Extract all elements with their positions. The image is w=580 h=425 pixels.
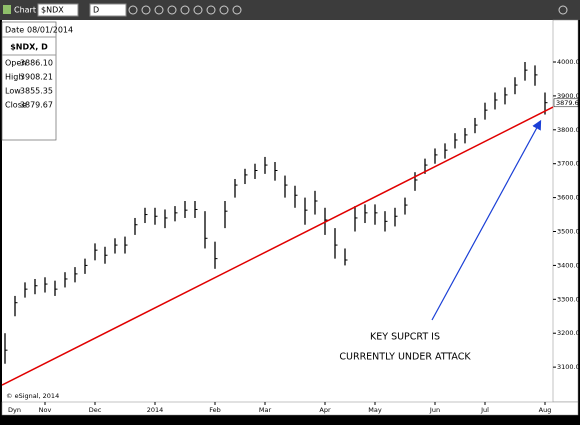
tool-icon[interactable]	[141, 5, 151, 15]
info-row-value: 3855.35	[20, 87, 53, 96]
info-date-value: 08/01/2014	[27, 26, 73, 35]
corner-label: Dyn	[8, 406, 21, 414]
y-tick-label: 3200.00	[557, 329, 580, 337]
info-date-label: Date	[5, 26, 24, 35]
y-tick-label: 3400.00	[557, 261, 580, 269]
y-tick-label: 3900.00	[557, 92, 580, 100]
tool-icon[interactable]	[154, 5, 164, 15]
x-tick-label: Nov	[39, 406, 52, 414]
x-tick-label: Dec	[89, 406, 102, 414]
x-tick-label: May	[368, 406, 382, 414]
tool-icon[interactable]	[232, 5, 242, 15]
y-tick-label: 3500.00	[557, 228, 580, 236]
interval-text: D	[93, 6, 99, 15]
annotation: CURRENTLY UNDER ATTACK	[339, 352, 471, 363]
last-price-label: 3879.67	[556, 99, 580, 107]
info-row-label: High	[5, 73, 23, 82]
y-tick-label: 4000.00	[557, 58, 580, 66]
last-price-box	[553, 98, 579, 108]
x-tick-label: Feb	[209, 406, 221, 414]
info-row-label: Low	[5, 87, 21, 96]
tool-icon[interactable]	[167, 5, 177, 15]
info-box	[1, 21, 57, 141]
info-row-value: 3908.21	[20, 73, 53, 82]
toolbar-icons	[128, 5, 568, 15]
y-tick-label: 3300.00	[557, 295, 580, 303]
info-row-label: Open	[5, 59, 26, 68]
y-tick-label: 3100.00	[557, 363, 580, 371]
tool-icon[interactable]	[193, 5, 203, 15]
info-row-value: 3879.67	[20, 101, 53, 110]
y-tick-label: 3800.00	[557, 126, 580, 134]
info-symbol: $NDX, D	[10, 43, 48, 52]
info-row-value: 3886.10	[20, 59, 53, 68]
trendline	[1, 106, 554, 386]
copyright: © eSignal, 2014	[6, 392, 59, 400]
tool-icon[interactable]	[180, 5, 190, 15]
x-tick-label: Jun	[429, 406, 440, 414]
x-tick-label: 2014	[147, 406, 164, 414]
plot-area	[2, 20, 553, 402]
y-tick-label: 3700.00	[557, 160, 580, 168]
price-axis	[552, 19, 579, 403]
symbol-input[interactable]	[37, 3, 79, 17]
tool-icon[interactable]	[128, 5, 138, 15]
annotation: KEY SUPCRT IS	[370, 332, 440, 343]
y-tick-label: 3600.00	[557, 194, 580, 202]
x-tick-label: Aug	[539, 406, 552, 414]
tool-icon[interactable]	[206, 5, 216, 15]
info-row-label: Close	[5, 101, 27, 110]
x-tick-label: Jul	[480, 406, 489, 414]
symbol-text: $NDX	[41, 6, 64, 15]
window-title: Chart	[14, 6, 36, 15]
x-tick-label: Mar	[259, 406, 272, 414]
window-icon	[3, 5, 11, 14]
time-axis	[1, 401, 579, 416]
tool-icon[interactable]	[558, 5, 568, 15]
toolbar	[0, 0, 580, 20]
x-tick-label: Apr	[319, 406, 331, 414]
annotation-arrow	[431, 119, 542, 321]
interval-input[interactable]	[89, 3, 127, 17]
tool-icon[interactable]	[219, 5, 229, 15]
